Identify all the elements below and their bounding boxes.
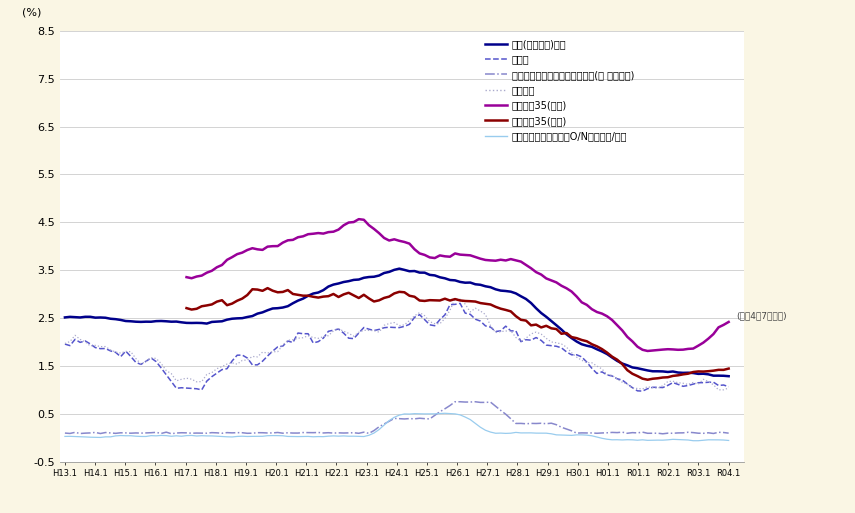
Text: (令和4年7月現在): (令和4年7月現在) [736, 311, 787, 320]
Text: (%): (%) [22, 8, 42, 18]
Legend: 機構(直接融賃)金利, 長プラ, 基準割引率および基準貸付利率(旧 公定歩合), 財投金利, フラット35(最高), フラット35(最低), 無担保コールレート: 機構(直接融賃)金利, 長プラ, 基準割引率および基準貸付利率(旧 公定歩合),… [481, 35, 638, 145]
